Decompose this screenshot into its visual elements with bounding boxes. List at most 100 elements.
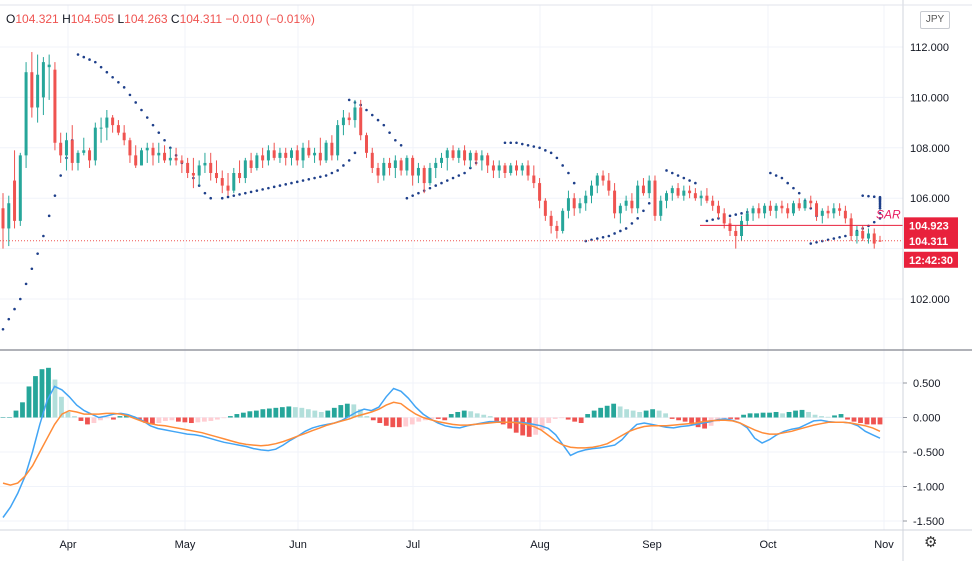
candle xyxy=(30,52,34,118)
histogram-bar xyxy=(299,407,305,418)
sar-dot xyxy=(665,169,668,172)
histogram-bar xyxy=(403,417,409,427)
histogram-bar xyxy=(390,417,396,428)
price-tags: 104.923 104.311 12:42:30 xyxy=(904,217,958,268)
histogram-bar xyxy=(65,411,71,418)
sar-dot xyxy=(382,123,386,127)
sar-dot xyxy=(157,131,161,134)
histogram-bar xyxy=(851,417,857,422)
histogram-bar xyxy=(442,417,448,421)
candle xyxy=(209,152,213,181)
candle xyxy=(139,147,143,166)
candle xyxy=(838,203,842,216)
candle xyxy=(451,145,455,161)
candle xyxy=(53,62,57,151)
histogram-bar xyxy=(0,417,6,418)
sar-dot xyxy=(330,171,334,175)
sar-dot xyxy=(53,194,57,197)
price-axis-labels: 112.000 110.000 108.000 106.000 102.000 xyxy=(910,42,950,306)
histogram-bar xyxy=(214,417,220,420)
sar-dot xyxy=(434,184,438,187)
sar-dot xyxy=(619,229,622,233)
candle xyxy=(613,183,617,219)
sar-dot xyxy=(670,171,674,175)
sar-dot xyxy=(428,186,432,190)
histogram-bar xyxy=(124,415,129,418)
candle xyxy=(866,228,870,244)
histogram-bar xyxy=(565,417,571,420)
candle xyxy=(745,208,749,226)
candle xyxy=(151,142,155,166)
currency-badge[interactable]: JPY xyxy=(920,11,950,29)
sar-dot xyxy=(272,185,276,189)
histogram-bar xyxy=(286,406,292,418)
sar-dot xyxy=(676,174,680,177)
sar-dot xyxy=(572,181,576,185)
gear-icon[interactable]: ⚙ xyxy=(924,534,938,551)
sar-dot xyxy=(249,190,253,194)
sar-dot xyxy=(694,181,697,185)
histogram-bar xyxy=(689,417,695,425)
time-axis-labels: Apr May Jun Jul Aug Sep Oct Nov xyxy=(59,539,894,551)
histogram-bar xyxy=(630,410,636,418)
sar-dot xyxy=(417,191,420,195)
histogram-bar xyxy=(533,417,539,435)
sar-dot xyxy=(342,164,345,167)
candle xyxy=(168,147,172,166)
histogram-bar xyxy=(247,411,253,418)
sar-dot xyxy=(134,101,138,104)
sar-dot xyxy=(861,194,864,197)
histogram-bar xyxy=(176,417,181,422)
histogram-bar xyxy=(838,414,844,418)
candle xyxy=(843,205,847,224)
candle xyxy=(688,185,692,199)
sar-dot xyxy=(538,146,541,150)
candle xyxy=(624,195,628,211)
candle xyxy=(388,157,392,176)
histogram-bar xyxy=(604,405,610,418)
histogram-bar xyxy=(676,417,682,421)
candle xyxy=(515,160,519,176)
candle xyxy=(364,132,368,158)
price-tick-label: 110.000 xyxy=(910,92,949,104)
histogram-bar xyxy=(163,417,168,421)
sar-dot xyxy=(867,194,870,198)
candle xyxy=(220,170,224,194)
histogram-bar xyxy=(832,415,837,418)
candle xyxy=(497,160,501,179)
sar-dot xyxy=(405,196,409,200)
sar-dot xyxy=(267,186,270,190)
sar-dot xyxy=(780,176,784,180)
sar-dot xyxy=(872,220,876,224)
price-tick-label: 106.000 xyxy=(910,193,950,205)
candle xyxy=(861,225,865,242)
sar-dot xyxy=(261,188,264,191)
histogram-bar xyxy=(221,417,227,419)
sar-dot xyxy=(688,179,691,182)
sar-dot xyxy=(682,176,686,180)
histogram-bar xyxy=(26,386,32,418)
sar-dot xyxy=(832,237,836,240)
histogram-bar xyxy=(734,417,740,420)
candle xyxy=(538,178,542,209)
candle xyxy=(653,175,657,221)
sar-dot xyxy=(728,214,732,218)
histogram-bar xyxy=(585,414,591,418)
sar-dot xyxy=(515,141,518,145)
candle xyxy=(699,190,703,206)
histogram-bar xyxy=(448,414,454,418)
sar-dot xyxy=(307,178,311,181)
sar-dot xyxy=(624,227,628,230)
sar-dots xyxy=(1,53,882,331)
candle xyxy=(549,210,553,234)
time-tick-label: Aug xyxy=(530,539,550,551)
candle xyxy=(324,140,328,163)
candle xyxy=(440,152,443,168)
sar-dot xyxy=(595,237,599,240)
sar-dot xyxy=(220,196,224,200)
histogram-bar xyxy=(325,410,331,418)
candle xyxy=(630,193,634,214)
candle xyxy=(278,147,282,163)
histogram-bar xyxy=(598,407,604,418)
